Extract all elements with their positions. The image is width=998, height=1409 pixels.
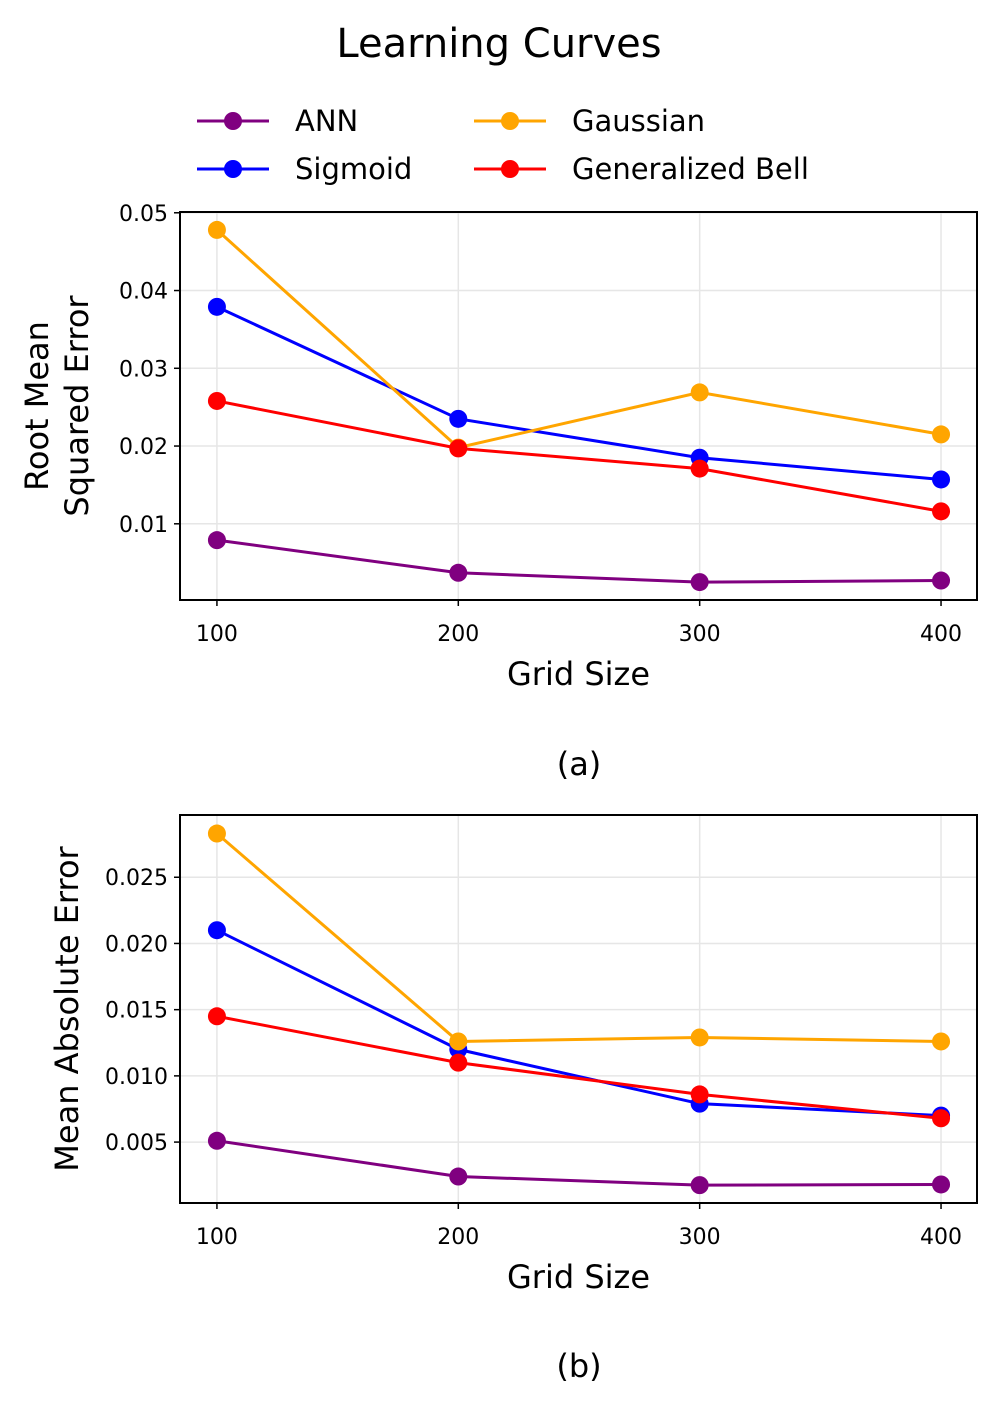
data-point (690, 1085, 709, 1104)
subplot-caption: (a) (557, 745, 602, 783)
x-axis-label: Grid Size (507, 1258, 650, 1296)
figure-title: Learning Curves (336, 21, 661, 67)
y-tick-label: 0.01 (119, 513, 168, 538)
series-ann (207, 1131, 951, 1195)
data-point (932, 571, 951, 590)
series-line (215, 832, 942, 1043)
series-line (216, 399, 942, 513)
legend-marker (224, 112, 242, 130)
data-point (932, 470, 951, 489)
y-tick-label: 0.025 (105, 866, 168, 891)
legend-marker (224, 160, 242, 178)
y-tick-label: 0.04 (119, 280, 168, 305)
data-point (690, 1028, 709, 1047)
data-point (207, 391, 226, 410)
data-point (932, 502, 951, 521)
legend-label: ANN (295, 104, 358, 138)
y-tick-label: 0.03 (119, 357, 168, 382)
y-tick-label: 0.010 (105, 1065, 168, 1090)
data-point (207, 921, 226, 940)
series-line (216, 305, 942, 481)
series-line (216, 928, 942, 1118)
axes-frame (179, 211, 978, 601)
y-tick-label: 0.020 (105, 932, 168, 957)
legend-entry: ANN (197, 104, 358, 138)
series-line (216, 1139, 942, 1187)
series-gaussian (207, 824, 951, 1051)
legend-entry: Sigmoid (197, 152, 412, 186)
series-generalized-bell (207, 391, 951, 521)
data-point (449, 409, 468, 428)
legend-label: Gaussian (572, 104, 705, 138)
y-tick-label: 0.02 (119, 435, 168, 460)
data-point (932, 1175, 951, 1194)
series-sigmoid (207, 921, 951, 1125)
x-tick-label: 200 (437, 622, 479, 647)
y-tick-label: 0.005 (105, 1131, 168, 1156)
subplot-b: 100 200 300 400 0.005 0.010 0.015 0.020 0.025 Gri… (48, 814, 978, 1385)
legend-label: Sigmoid (295, 152, 412, 186)
x-tick-label: 300 (679, 1225, 721, 1250)
legend-marker (501, 160, 519, 178)
x-tick-label: 100 (196, 622, 238, 647)
data-point (207, 1007, 226, 1026)
legend: ANN Gaussian Sigmoid Generalized Bell (197, 104, 809, 186)
y-axis-label: Squared Error (58, 295, 96, 517)
x-axis-label: Grid Size (507, 655, 650, 693)
x-tick-label: 400 (920, 1225, 962, 1250)
axes-frame (179, 814, 978, 1204)
y-axis-label: Mean Absolute Error (48, 845, 86, 1171)
legend-label: Generalized Bell (572, 152, 809, 186)
x-tick-label: 200 (437, 1225, 479, 1250)
data-point (932, 1032, 951, 1051)
series-line (216, 538, 942, 584)
x-tick-label: 100 (196, 1225, 238, 1250)
subplot-a: 100 200 300 400 0.01 0.02 0.03 0.04 0.05 Grid Siz… (18, 202, 978, 783)
y-tick-label: 0.015 (105, 999, 168, 1024)
data-point (449, 439, 468, 458)
legend-entry: Generalized Bell (474, 152, 809, 186)
data-point (449, 1053, 468, 1072)
subplot-caption: (b) (556, 1347, 601, 1385)
legend-marker (501, 112, 519, 130)
series-generalized-bell (207, 1007, 951, 1128)
y-axis-label: Root Mean (18, 321, 56, 491)
data-point (690, 1176, 709, 1195)
x-tick-label: 400 (920, 622, 962, 647)
data-point (449, 563, 468, 582)
legend-entry: Gaussian (474, 104, 705, 138)
series-ann (207, 531, 951, 592)
data-point (932, 425, 951, 444)
series-line (216, 1014, 942, 1120)
series-line (215, 228, 942, 450)
y-tick-label: 0.05 (119, 202, 168, 227)
data-point (207, 824, 226, 843)
series-sigmoid (207, 297, 951, 489)
data-point (207, 297, 226, 316)
data-point (207, 220, 226, 239)
data-point (690, 459, 709, 478)
data-point (449, 1167, 468, 1186)
data-point (449, 1032, 468, 1051)
data-point (690, 573, 709, 592)
data-point (207, 531, 226, 550)
data-point (932, 1109, 951, 1128)
data-point (690, 383, 709, 402)
x-tick-label: 300 (679, 622, 721, 647)
data-point (207, 1131, 226, 1150)
